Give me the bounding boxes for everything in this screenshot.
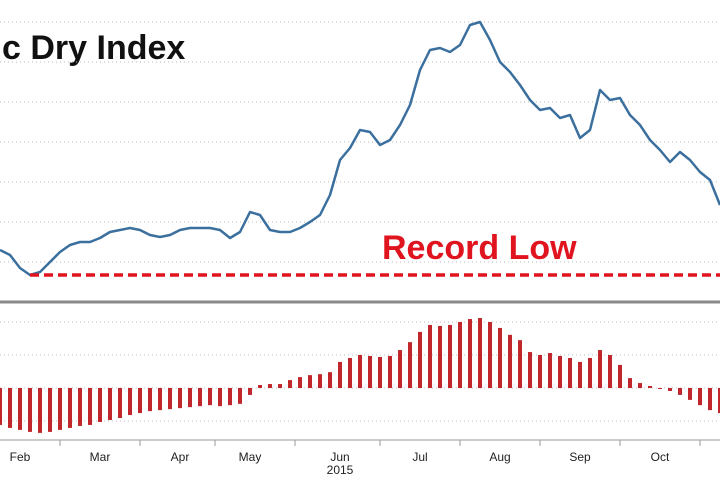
bar	[668, 388, 672, 391]
bar	[588, 357, 592, 388]
bar	[288, 380, 292, 388]
bar	[208, 388, 212, 406]
bar	[468, 319, 472, 388]
bar	[538, 355, 542, 388]
bar	[318, 374, 322, 388]
bar	[238, 388, 242, 404]
bar	[578, 361, 582, 388]
chart-title: c Dry Index	[2, 29, 185, 67]
x-tick-label: Jul	[412, 450, 427, 464]
bar	[258, 385, 262, 388]
x-tick-label: Mar	[90, 450, 111, 464]
bar	[38, 388, 42, 433]
bar	[308, 375, 312, 388]
bar	[398, 350, 402, 388]
bar	[648, 386, 652, 388]
bar	[528, 352, 532, 388]
bar	[558, 355, 562, 388]
bar	[518, 340, 522, 388]
x-tick-label: Oct	[651, 450, 670, 464]
x-tick-label: Apr	[171, 450, 190, 464]
bar	[28, 388, 32, 432]
bar	[478, 318, 482, 388]
bar	[678, 388, 682, 395]
bar	[488, 322, 492, 388]
bar	[88, 388, 92, 425]
bar	[48, 388, 52, 432]
bar	[178, 388, 182, 409]
bar	[128, 388, 132, 416]
bar	[328, 372, 332, 388]
bar	[158, 388, 162, 411]
bar	[408, 342, 412, 388]
bar	[58, 388, 62, 430]
bar	[338, 361, 342, 388]
bar	[608, 355, 612, 388]
x-tick-label: May	[239, 450, 262, 464]
bar	[108, 388, 112, 421]
year-label: 2015	[327, 463, 354, 477]
bar	[198, 388, 202, 407]
bar	[168, 388, 172, 410]
x-tick-label: Jun	[330, 450, 349, 464]
bar	[368, 355, 372, 388]
bar	[658, 388, 662, 389]
bar	[548, 353, 552, 388]
bar	[718, 388, 720, 414]
bar	[508, 334, 512, 388]
bar	[148, 388, 152, 412]
bar	[278, 384, 282, 388]
bar	[428, 324, 432, 388]
bar	[358, 355, 362, 388]
bar	[708, 388, 712, 411]
x-tick-label: Feb	[10, 450, 31, 464]
bar	[268, 384, 272, 388]
bar	[448, 324, 452, 388]
x-tick-label: Aug	[489, 450, 510, 464]
bar	[568, 357, 572, 388]
bar	[698, 388, 702, 406]
bar	[638, 383, 642, 388]
bar	[0, 388, 2, 425]
bar	[18, 388, 22, 430]
bar	[348, 357, 352, 388]
data-line	[0, 20, 720, 277]
bar	[458, 322, 462, 388]
bar	[8, 388, 12, 428]
bar	[618, 364, 622, 388]
annotation: Record Low	[382, 229, 577, 267]
bar	[68, 388, 72, 428]
bar	[628, 378, 632, 388]
bar	[138, 388, 142, 414]
bar	[118, 388, 122, 419]
bar	[228, 388, 232, 406]
bar	[248, 388, 252, 395]
bar	[688, 388, 692, 400]
x-tick-label: Sep	[569, 450, 591, 464]
bar	[378, 356, 382, 388]
bar	[298, 377, 302, 388]
bar	[418, 331, 422, 388]
bar	[388, 355, 392, 388]
bar	[598, 350, 602, 388]
bar	[188, 388, 192, 408]
bar	[78, 388, 82, 426]
bar	[498, 327, 502, 388]
bar	[438, 325, 442, 388]
bar	[98, 388, 102, 422]
bar	[218, 388, 222, 407]
